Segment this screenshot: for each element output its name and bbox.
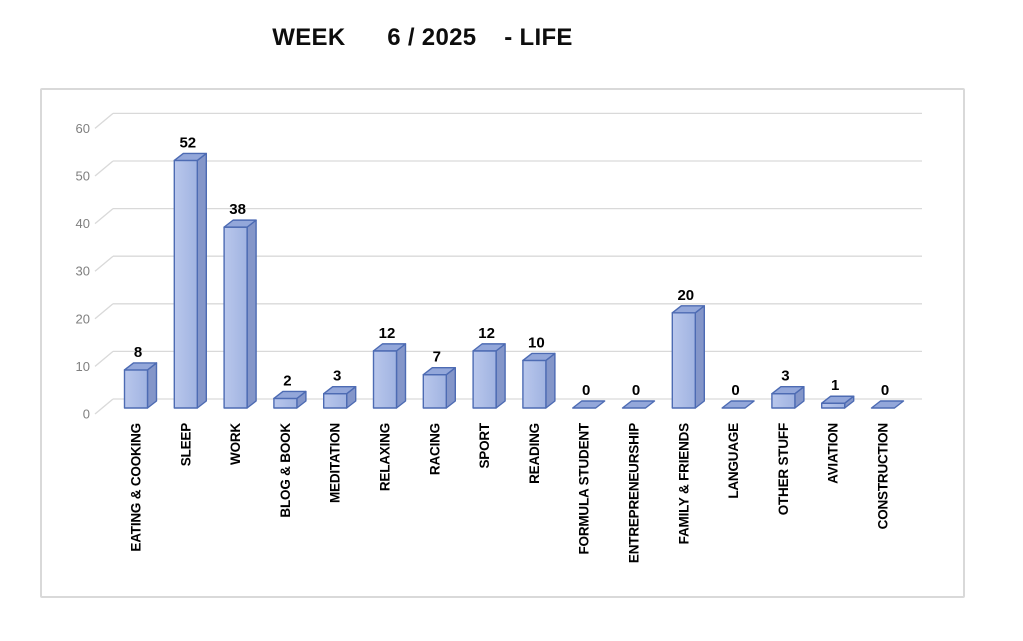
value-label-sport: 12 <box>478 325 495 342</box>
category-label-reading: READING <box>527 423 542 484</box>
bar-top-family-friends <box>671 305 705 314</box>
bar-blog-book <box>273 397 298 409</box>
category-label-entrepreneurship: ENTREPRENEURSHIP <box>627 423 642 563</box>
bar-top-reading <box>522 352 556 362</box>
value-label-construction: 0 <box>881 382 889 399</box>
value-label-other-stuff: 3 <box>781 368 789 385</box>
y-axis-label-50: 50 <box>76 169 90 184</box>
chart-title: WEEK 6 / 2025 - LIFE <box>272 24 573 51</box>
category-label-racing: RACING <box>427 423 442 475</box>
bar-side-sleep <box>196 152 208 409</box>
value-label-aviation: 1 <box>831 377 839 394</box>
bar-reading <box>522 359 547 409</box>
value-label-blog-book: 2 <box>283 372 291 389</box>
axis-depth-tick-0 <box>94 398 114 415</box>
bar-sleep <box>173 159 199 409</box>
value-label-entrepreneurship: 0 <box>632 382 640 399</box>
bar-relaxing <box>372 350 398 409</box>
category-label-other-stuff: OTHER STUFF <box>776 423 791 515</box>
y-axis-label-40: 40 <box>76 216 90 231</box>
bar-top-sport <box>472 343 506 352</box>
bar-side-relaxing <box>395 343 407 409</box>
value-label-eating-cooking: 8 <box>134 344 142 361</box>
category-label-aviation: AVIATION <box>826 423 841 484</box>
category-label-language: LANGUAGE <box>726 423 741 499</box>
bar-top-relaxing <box>372 343 407 352</box>
category-label-relaxing: RELAXING <box>378 423 393 491</box>
value-label-racing: 7 <box>433 349 441 366</box>
bar-construction <box>870 400 905 409</box>
y-axis-label-0: 0 <box>83 407 90 422</box>
category-label-blog-book: BLOG & BOOK <box>278 423 293 518</box>
axis-depth-tick-40 <box>94 208 114 225</box>
bar-language <box>721 400 755 409</box>
bar-top-other-stuff <box>771 386 805 395</box>
bar-top-work <box>223 219 257 228</box>
y-axis-label-60: 60 <box>76 121 90 136</box>
axis-depth-tick-50 <box>94 160 114 177</box>
bar-top-blog-book <box>273 390 307 400</box>
category-label-sleep: SLEEP <box>178 423 193 466</box>
axis-depth-tick-20 <box>94 303 114 320</box>
value-label-reading: 10 <box>528 334 545 351</box>
axis-depth-tick-30 <box>94 255 114 272</box>
category-label-work: WORK <box>228 423 243 465</box>
bar-top-eating-cooking <box>123 362 158 371</box>
category-label-eating-cooking: EATING & COOKING <box>129 423 144 552</box>
bar-top-aviation <box>821 395 855 404</box>
bar-racing <box>422 373 447 409</box>
bar-side-work <box>246 219 257 409</box>
value-label-formula-student: 0 <box>582 382 590 399</box>
value-label-sleep: 52 <box>179 134 196 151</box>
bar-top-meditation <box>323 386 357 395</box>
bar-side-reading <box>545 352 556 409</box>
bar-formula-student <box>572 400 606 409</box>
bar-work <box>223 226 248 409</box>
bar-family-friends <box>671 312 696 409</box>
bar-side-sport <box>495 343 506 409</box>
bar-other-stuff <box>771 393 796 409</box>
axis-depth-tick-10 <box>94 350 114 367</box>
value-label-relaxing: 12 <box>379 325 396 342</box>
bar-aviation <box>821 402 846 409</box>
bar-sport <box>472 350 497 409</box>
bar-top-racing <box>422 366 456 376</box>
value-label-family-friends: 20 <box>677 287 694 304</box>
category-label-formula-student: FORMULA STUDENT <box>577 422 592 554</box>
category-label-meditation: MEDITATION <box>328 423 343 503</box>
bar-side-family-friends <box>694 305 705 409</box>
value-label-work: 38 <box>229 201 246 218</box>
y-axis-label-20: 20 <box>76 311 90 326</box>
bar-top-sleep <box>173 152 208 162</box>
value-label-language: 0 <box>731 382 739 399</box>
bar-eating-cooking <box>123 369 149 409</box>
axis-depth-tick-60 <box>94 112 114 129</box>
bar-meditation <box>323 393 348 409</box>
category-label-construction: CONSTRUCTION <box>876 423 891 529</box>
y-axis-label-10: 10 <box>76 359 90 374</box>
value-label-meditation: 3 <box>333 368 341 385</box>
y-axis-label-30: 30 <box>76 264 90 279</box>
category-label-sport: SPORT <box>477 422 492 468</box>
bar-entrepreneurship <box>621 400 656 409</box>
category-label-family-friends: FAMILY & FRIENDS <box>676 423 691 545</box>
